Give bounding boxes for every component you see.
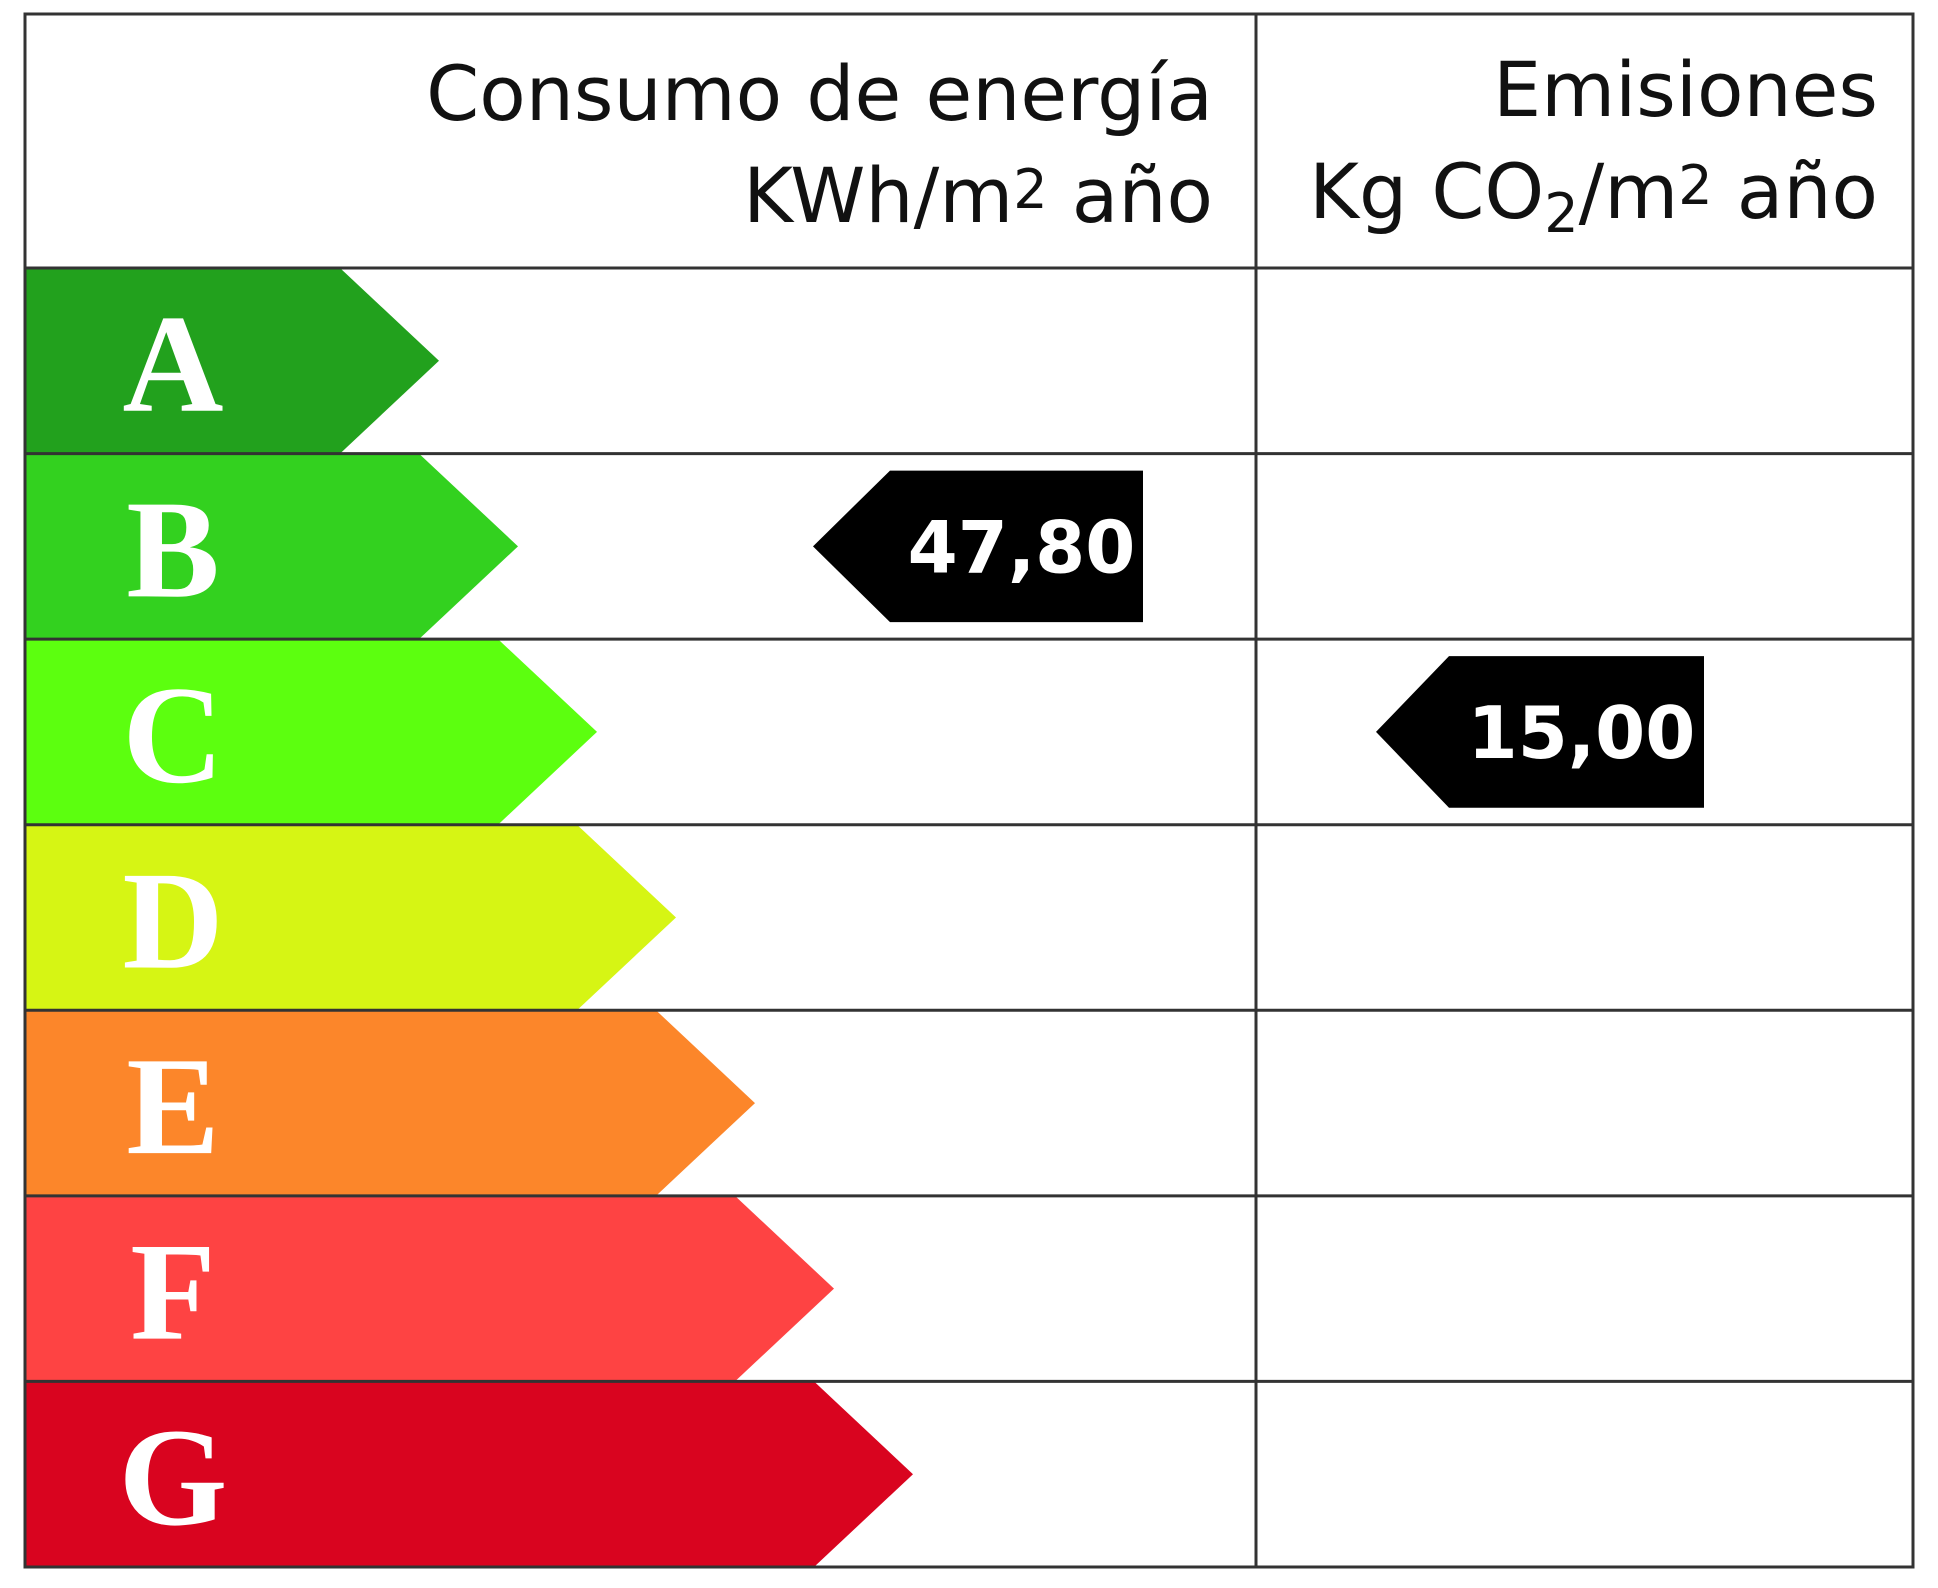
value-badge: [813, 470, 1143, 623]
rating-letter: F: [130, 1215, 216, 1370]
unit-part: Kg CO: [1309, 147, 1544, 236]
unit-part: año: [1713, 147, 1878, 236]
value-text: 47,80: [908, 505, 1136, 589]
table-grid: [23, 12, 1915, 1569]
rating-arrow: [25, 268, 439, 454]
rating-arrow: [25, 1195, 834, 1382]
unit-part: KWh/m: [743, 151, 1013, 240]
rating-arrow: [25, 824, 676, 1011]
rating-letter: C: [122, 658, 223, 813]
rating-letter: D: [122, 844, 223, 999]
rating-arrow: [25, 639, 597, 825]
rating-letter: G: [119, 1400, 228, 1555]
value-text: 15,00: [1468, 691, 1696, 775]
emissions-unit: Kg CO2/m2 año: [1309, 147, 1878, 245]
unit-sub: 2: [1544, 182, 1578, 245]
unit-sup: 2: [1678, 154, 1712, 217]
rating-letter: E: [126, 1029, 219, 1184]
energy-title: Consumo de energía: [426, 49, 1213, 138]
unit-part: año: [1048, 151, 1213, 240]
rating-arrow: [25, 1381, 913, 1567]
unit-sup: 2: [1013, 158, 1047, 221]
rating-letter: A: [122, 287, 223, 442]
energy-unit: KWh/m2 año: [743, 151, 1213, 240]
table-border: [23, 12, 1915, 1569]
rating-arrow: [25, 1010, 755, 1196]
rating-letter: B: [126, 472, 219, 627]
unit-part: /m: [1579, 147, 1679, 236]
value-badge: [1376, 656, 1704, 808]
emissions-title: Emisiones: [1493, 45, 1878, 134]
rating-arrow: [25, 453, 518, 640]
